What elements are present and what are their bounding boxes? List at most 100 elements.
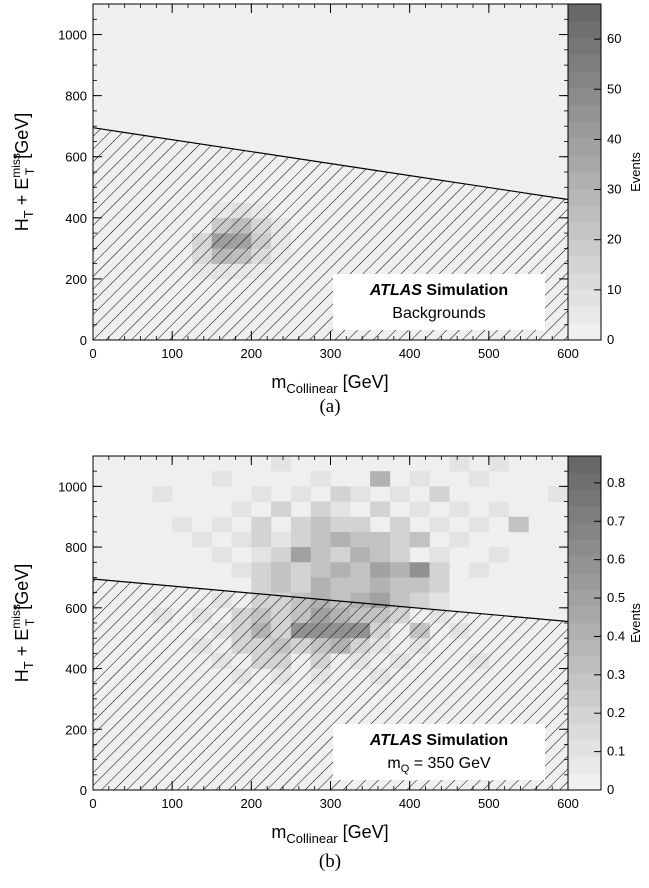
heatmap-cell — [389, 577, 410, 593]
legend-box: ATLAS Simulation mQ = 350 GeV — [333, 724, 545, 780]
color-scale-band — [568, 323, 601, 341]
color-scale-band — [568, 522, 601, 540]
heatmap-cell — [488, 501, 509, 518]
color-scale-band — [568, 623, 601, 640]
z-tick-label: 40 — [607, 131, 621, 146]
heatmap-cell — [370, 531, 391, 548]
heatmap-cell — [409, 577, 430, 593]
z-tick-label: 0 — [607, 782, 614, 797]
heatmap-cell — [449, 456, 470, 472]
y-tick-label: 400 — [65, 211, 87, 226]
y-tick-label: 0 — [80, 783, 87, 798]
heatmap-cell — [469, 516, 490, 533]
color-scale-band — [568, 306, 601, 324]
heatmap-cell — [251, 516, 272, 533]
color-scale-band — [568, 71, 601, 89]
color-scale-band — [568, 121, 601, 139]
x-tick-label: 600 — [557, 796, 579, 811]
y-tick-label: 0 — [80, 333, 87, 348]
heatmap-cell — [271, 456, 292, 472]
heatmap-cell — [330, 516, 351, 533]
heatmap-cell — [310, 501, 331, 518]
y-tick-label: 600 — [65, 150, 87, 165]
heatmap-cell — [310, 471, 331, 487]
heatmap-cell — [251, 577, 272, 593]
x-tick-label: 300 — [320, 796, 342, 811]
heatmap-cell — [211, 471, 232, 487]
color-scale-band — [568, 37, 601, 55]
heatmap-cell — [310, 577, 331, 593]
y-tick-label: 800 — [65, 540, 87, 555]
z-tick-label: 50 — [607, 81, 621, 96]
heatmap-cell — [389, 547, 410, 563]
heatmap-cell — [449, 501, 470, 518]
y-tick-label: 200 — [65, 272, 87, 287]
heatmap-cell — [271, 547, 292, 563]
heatmap-cell — [290, 562, 312, 578]
legend-subtitle: Backgrounds — [392, 305, 485, 322]
color-scale-band — [568, 289, 601, 307]
heatmap-cell — [469, 471, 490, 487]
z-tick-label: 30 — [607, 182, 621, 197]
heatmap-cell — [389, 592, 410, 609]
color-scale-band — [568, 456, 601, 473]
heatmap-cell — [330, 577, 351, 593]
heatmap-cell — [488, 547, 509, 563]
z-axis-label: Events — [628, 603, 643, 643]
heatmap-cell — [330, 547, 351, 563]
heatmap-cell — [290, 577, 312, 593]
heatmap-cell — [310, 562, 331, 578]
heatmap-cell — [370, 501, 391, 518]
color-scale: 0 10 20 30 40 50 60 Events — [567, 3, 643, 347]
legend-box: ATLAS Simulation Backgrounds — [333, 274, 545, 330]
panel-a: 0 100 200 300 400 500 600 0 200 400 600 800 1000 0 10 2… — [9, 3, 643, 417]
heatmap-cell — [310, 531, 331, 548]
heatmap-cell — [350, 516, 371, 533]
z-tick-label: 0.5 — [607, 590, 625, 605]
color-scale-band — [568, 723, 601, 741]
y-axis-label: HT + EmissT [GeV] — [9, 113, 37, 232]
heatmap-cell — [429, 516, 450, 533]
color-scale-band — [568, 256, 601, 274]
y-axis-label: HT + EmissT [GeV] — [9, 564, 37, 683]
heatmap-cell — [548, 486, 569, 502]
legend-background — [333, 274, 545, 330]
color-scale-band — [568, 506, 601, 524]
y-tick-label: 600 — [65, 601, 87, 616]
color-scale-band — [568, 188, 601, 206]
color-scale-band — [568, 489, 601, 507]
color-scale-band — [568, 54, 601, 72]
heatmap-cell — [409, 592, 430, 609]
color-scale-band — [568, 155, 601, 173]
color-scale-band — [568, 205, 601, 223]
heatmap-cell — [429, 547, 450, 563]
color-scale-frame — [567, 455, 602, 791]
heatmap-cell — [172, 516, 193, 533]
heatmap-cell — [429, 486, 450, 502]
color-scale-band — [568, 756, 601, 774]
x-tick-label: 500 — [478, 346, 500, 361]
legend-background — [333, 724, 545, 780]
heatmap-cell — [271, 501, 292, 518]
color-scale-band — [568, 222, 601, 240]
color-scale-frame — [567, 3, 602, 341]
color-scale-band — [568, 673, 601, 691]
heatmap-cell — [389, 562, 410, 578]
color-scale-band — [568, 556, 601, 574]
color-scale-band — [568, 606, 601, 624]
heatmap-cell — [370, 577, 391, 593]
cut-line — [92, 578, 569, 623]
z-tick-label: 60 — [607, 31, 621, 46]
heatmap-cell — [290, 531, 312, 548]
color-scale-band — [568, 4, 601, 22]
panel-caption: (a) — [319, 396, 340, 417]
color-scale-band — [568, 239, 601, 257]
heatmap-cell — [469, 562, 490, 578]
heatmap-cell — [251, 562, 272, 578]
color-scale-band — [568, 739, 601, 757]
heatmap-cell — [290, 516, 312, 533]
heatmap-cell — [409, 471, 430, 487]
heatmap-cell — [350, 531, 371, 548]
color-scale-band — [568, 706, 601, 724]
heatmap-cell — [231, 531, 252, 548]
